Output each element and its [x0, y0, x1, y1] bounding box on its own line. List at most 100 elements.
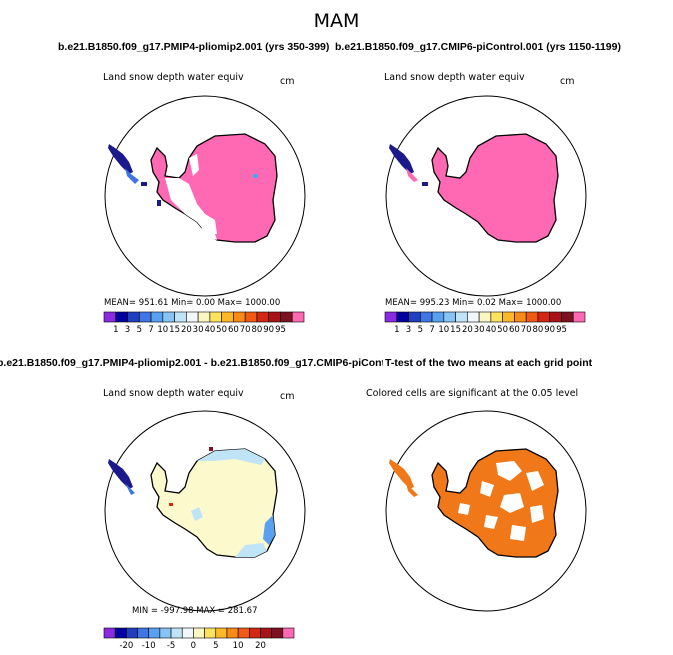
- panel1-colorbar-labels: 1 3 5 7 10 15 20 30 40 50 60 70 80 90 95: [104, 325, 304, 337]
- colorbar-swatch: [204, 627, 217, 639]
- colorbar-swatch: [148, 627, 161, 639]
- colorbar-swatch: [150, 311, 164, 323]
- colorbar-swatch: [181, 627, 194, 639]
- colorbar-tick-label: 90: [263, 325, 275, 335]
- colorbar-tick-label: 80: [532, 325, 544, 335]
- colorbar-tick-label: -10: [141, 641, 156, 651]
- colorbar-tick-label: 10: [232, 641, 244, 651]
- colorbar-swatch: [170, 627, 183, 639]
- season-title: MAM: [313, 10, 360, 32]
- colorbar-tick-label: 1: [113, 325, 119, 335]
- panel1-unit: cm: [280, 76, 295, 87]
- colorbar-tick-label: 30: [473, 325, 485, 335]
- colorbar-tick-label: 60: [508, 325, 520, 335]
- colorbar-tick-label: 15: [169, 325, 181, 335]
- colorbar-swatch: [193, 627, 205, 639]
- panel2-unit: cm: [560, 76, 575, 87]
- colorbar-tick-label: 60: [227, 325, 239, 335]
- colorbar-swatch: [549, 311, 562, 323]
- panel4-field-label: Colored cells are significant at the 0.0…: [366, 388, 579, 399]
- colorbar-swatch: [244, 311, 258, 323]
- colorbar-tick-label: 50: [497, 325, 509, 335]
- colorbar-swatch: [260, 627, 272, 639]
- colorbar-swatch: [256, 311, 270, 323]
- colorbar-swatch: [478, 311, 492, 323]
- panel2-colorbar: [384, 311, 586, 323]
- colorbar-swatch: [525, 311, 539, 323]
- colorbar-swatch: [174, 311, 187, 323]
- diff-title: b.e21.B1850.f09_g17.PMIP4-pliomip2.001 -…: [0, 357, 419, 369]
- panel1-stats: MEAN= 951.61 Min= 0.00 Max= 1000.00: [104, 298, 281, 308]
- colorbar-swatch: [419, 311, 433, 323]
- colorbar-swatch: [396, 311, 409, 323]
- panel3-unit: cm: [280, 391, 295, 402]
- panel1-field-label: Land snow depth water equiv: [103, 72, 244, 83]
- colorbar-swatch: [237, 627, 250, 639]
- colorbar-swatch: [572, 311, 586, 323]
- colorbar-tick-label: 40: [204, 325, 216, 335]
- colorbar-swatch: [103, 627, 116, 639]
- colorbar-tick-label: 40: [485, 325, 497, 335]
- colorbar-tick-label: 15: [450, 325, 462, 335]
- colorbar-swatch: [431, 311, 445, 323]
- colorbar-swatch: [248, 627, 261, 639]
- colorbar-tick-label: 5: [213, 641, 219, 651]
- colorbar-swatch: [455, 311, 468, 323]
- panel4-antarctica: [431, 448, 559, 558]
- panel2-map: [385, 95, 587, 297]
- colorbar-tick-label: 1: [394, 325, 400, 335]
- colorbar-tick-label: 80: [251, 325, 263, 335]
- colorbar-swatch: [127, 311, 140, 323]
- colorbar-swatch: [280, 311, 293, 323]
- colorbar-swatch: [126, 627, 138, 639]
- colorbar-swatch: [490, 311, 503, 323]
- colorbar-tick-label: 30: [192, 325, 204, 335]
- colorbar-swatch: [162, 311, 175, 323]
- colorbar-tick-label: 0: [190, 641, 197, 651]
- colorbar-tick-label: -5: [166, 641, 176, 651]
- panel1-antarctica: [150, 133, 278, 243]
- colorbar-tick-label: 20: [255, 641, 266, 651]
- colorbar-swatch: [282, 627, 295, 639]
- panel3-field-label: Land snow depth water equiv: [103, 388, 244, 399]
- colorbar-tick-label: 3: [124, 325, 131, 335]
- panel3-colorbar: [103, 627, 295, 639]
- panel3-map: [104, 410, 306, 612]
- colorbar-tick-label: 3: [405, 325, 412, 335]
- colorbar-swatch: [209, 311, 222, 323]
- colorbar-swatch: [268, 311, 281, 323]
- colorbar-tick-label: 7: [429, 325, 435, 335]
- case2-title: b.e21.B1850.f09_g17.CMIP6-piControl.001 …: [335, 41, 621, 53]
- colorbar-swatch: [137, 627, 150, 639]
- colorbar-swatch: [443, 311, 456, 323]
- colorbar-tick-label: 90: [544, 325, 556, 335]
- colorbar-tick-label: 5: [136, 325, 143, 335]
- colorbar-tick-label: 10: [438, 325, 450, 335]
- colorbar-swatch: [408, 311, 421, 323]
- colorbar-swatch: [226, 627, 239, 639]
- colorbar-swatch: [215, 627, 228, 639]
- colorbar-tick-label: 70: [520, 325, 532, 335]
- colorbar-swatch: [114, 627, 127, 639]
- colorbar-tick-label: 95: [556, 325, 567, 335]
- colorbar-swatch: [197, 311, 211, 323]
- colorbar-swatch: [514, 311, 527, 323]
- panel1-colorbar: [103, 311, 305, 323]
- colorbar-swatch: [384, 311, 398, 323]
- panel2-colorbar-labels: 1 3 5 7 10 15 20 30 40 50 60 70 80 90 95: [385, 325, 585, 337]
- colorbar-tick-label: 50: [216, 325, 228, 335]
- panel2-stats: MEAN= 995.23 Min= 0.02 Max= 1000.00: [385, 298, 562, 308]
- ttest-title: T-test of the two means at each grid poi…: [383, 357, 593, 369]
- colorbar-tick-label: 70: [239, 325, 251, 335]
- colorbar-swatch: [159, 627, 172, 639]
- colorbar-swatch: [467, 311, 480, 323]
- colorbar-tick-label: 20: [180, 325, 192, 335]
- colorbar-swatch: [291, 311, 305, 323]
- panel1-map: [104, 95, 306, 297]
- colorbar-swatch: [103, 311, 117, 323]
- colorbar-swatch: [115, 311, 128, 323]
- panel2-antarctica: [431, 133, 559, 243]
- colorbar-swatch: [271, 627, 284, 639]
- panel2-field-label: Land snow depth water equiv: [384, 72, 525, 83]
- colorbar-swatch: [233, 311, 246, 323]
